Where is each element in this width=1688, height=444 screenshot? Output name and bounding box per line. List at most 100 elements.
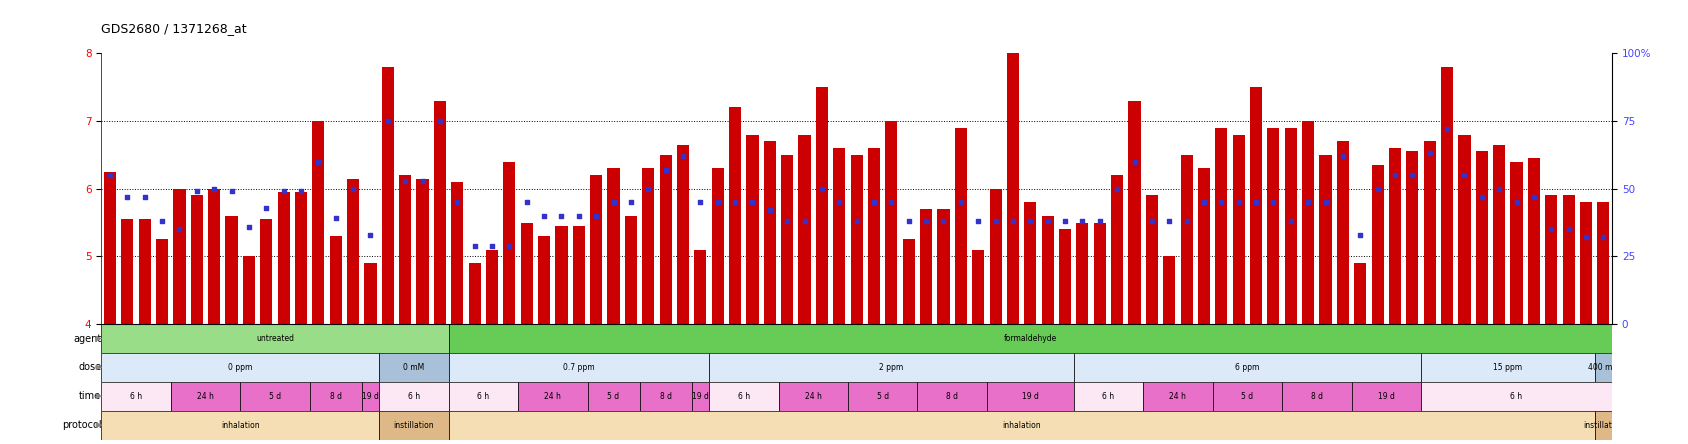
Bar [1074,382,1143,411]
Point [375,118,402,125]
Bar [208,189,219,324]
Point [687,199,714,206]
Bar [329,236,341,324]
Text: 8 d: 8 d [1312,392,1323,401]
Bar [348,178,360,324]
Point [721,199,748,206]
Bar [449,411,1595,440]
Text: 24 h: 24 h [805,392,822,401]
Point [1087,218,1114,225]
Point [982,218,1009,225]
Bar [847,382,918,411]
Bar [260,219,272,324]
Bar [694,250,707,324]
Text: 0 mM: 0 mM [403,363,424,372]
Point [1173,218,1200,225]
Bar [1180,155,1193,324]
Point [1485,185,1512,192]
Bar [555,226,567,324]
Point [408,177,436,184]
Text: 6 h: 6 h [1102,392,1114,401]
Text: 24 h: 24 h [197,392,214,401]
Text: untreated: untreated [257,334,294,343]
Point [1242,199,1269,206]
Bar [1128,101,1141,324]
Point [756,207,783,214]
Text: 0 ppm: 0 ppm [228,363,253,372]
Text: 6 h: 6 h [408,392,420,401]
Point [861,199,888,206]
Text: 8 d: 8 d [660,392,672,401]
Point [356,231,383,238]
Bar [312,121,324,324]
Point [1209,199,1236,206]
Bar [1442,67,1453,324]
Bar [122,219,133,324]
Point [704,199,731,206]
Bar [1354,263,1366,324]
Bar [692,382,709,411]
Point [530,212,557,219]
Bar [1285,128,1296,324]
Point [132,193,159,200]
Bar [660,155,672,324]
Bar [1528,158,1539,324]
Point [392,177,419,184]
Point [1573,234,1600,241]
Bar [1494,145,1506,324]
Bar [295,192,307,324]
Text: inhalation: inhalation [221,420,260,430]
Bar [226,216,238,324]
Point [306,158,333,165]
Bar [1406,151,1418,324]
Point [339,185,366,192]
Bar [1337,141,1349,324]
Bar [1283,382,1352,411]
Point [235,223,262,230]
Bar [1074,353,1421,382]
Point [513,199,540,206]
Point [670,153,697,160]
Bar [1111,175,1123,324]
Text: 6 h: 6 h [130,392,142,401]
Point [1016,218,1043,225]
Text: 24 h: 24 h [544,392,560,401]
Point [1121,158,1148,165]
Point [635,185,662,192]
Bar [380,353,449,382]
Point [165,226,192,233]
Point [618,199,645,206]
Bar [1301,121,1315,324]
Point [825,199,852,206]
Bar [240,382,309,411]
Point [966,218,993,225]
Bar [763,141,776,324]
Text: GDS2680 / 1371268_at: GDS2680 / 1371268_at [101,23,246,36]
Point [1452,171,1479,178]
Bar [361,382,380,411]
Bar [365,263,376,324]
Bar [503,162,515,324]
Point [1433,126,1460,133]
Bar [1143,382,1212,411]
Bar [520,222,533,324]
Point [322,215,349,222]
Text: 19 d: 19 d [1021,392,1038,401]
Bar [417,178,429,324]
Bar [155,239,169,324]
Bar [1352,382,1421,411]
Bar [449,382,518,411]
Point [1399,171,1426,178]
Point [878,199,905,206]
Point [809,185,836,192]
Bar [1212,382,1283,411]
Point [1225,199,1252,206]
Point [478,242,505,249]
Bar [380,411,449,440]
Bar [729,107,741,324]
Bar [1563,195,1575,324]
Bar [972,250,984,324]
Point [999,218,1026,225]
Bar [398,175,412,324]
Point [287,188,314,195]
